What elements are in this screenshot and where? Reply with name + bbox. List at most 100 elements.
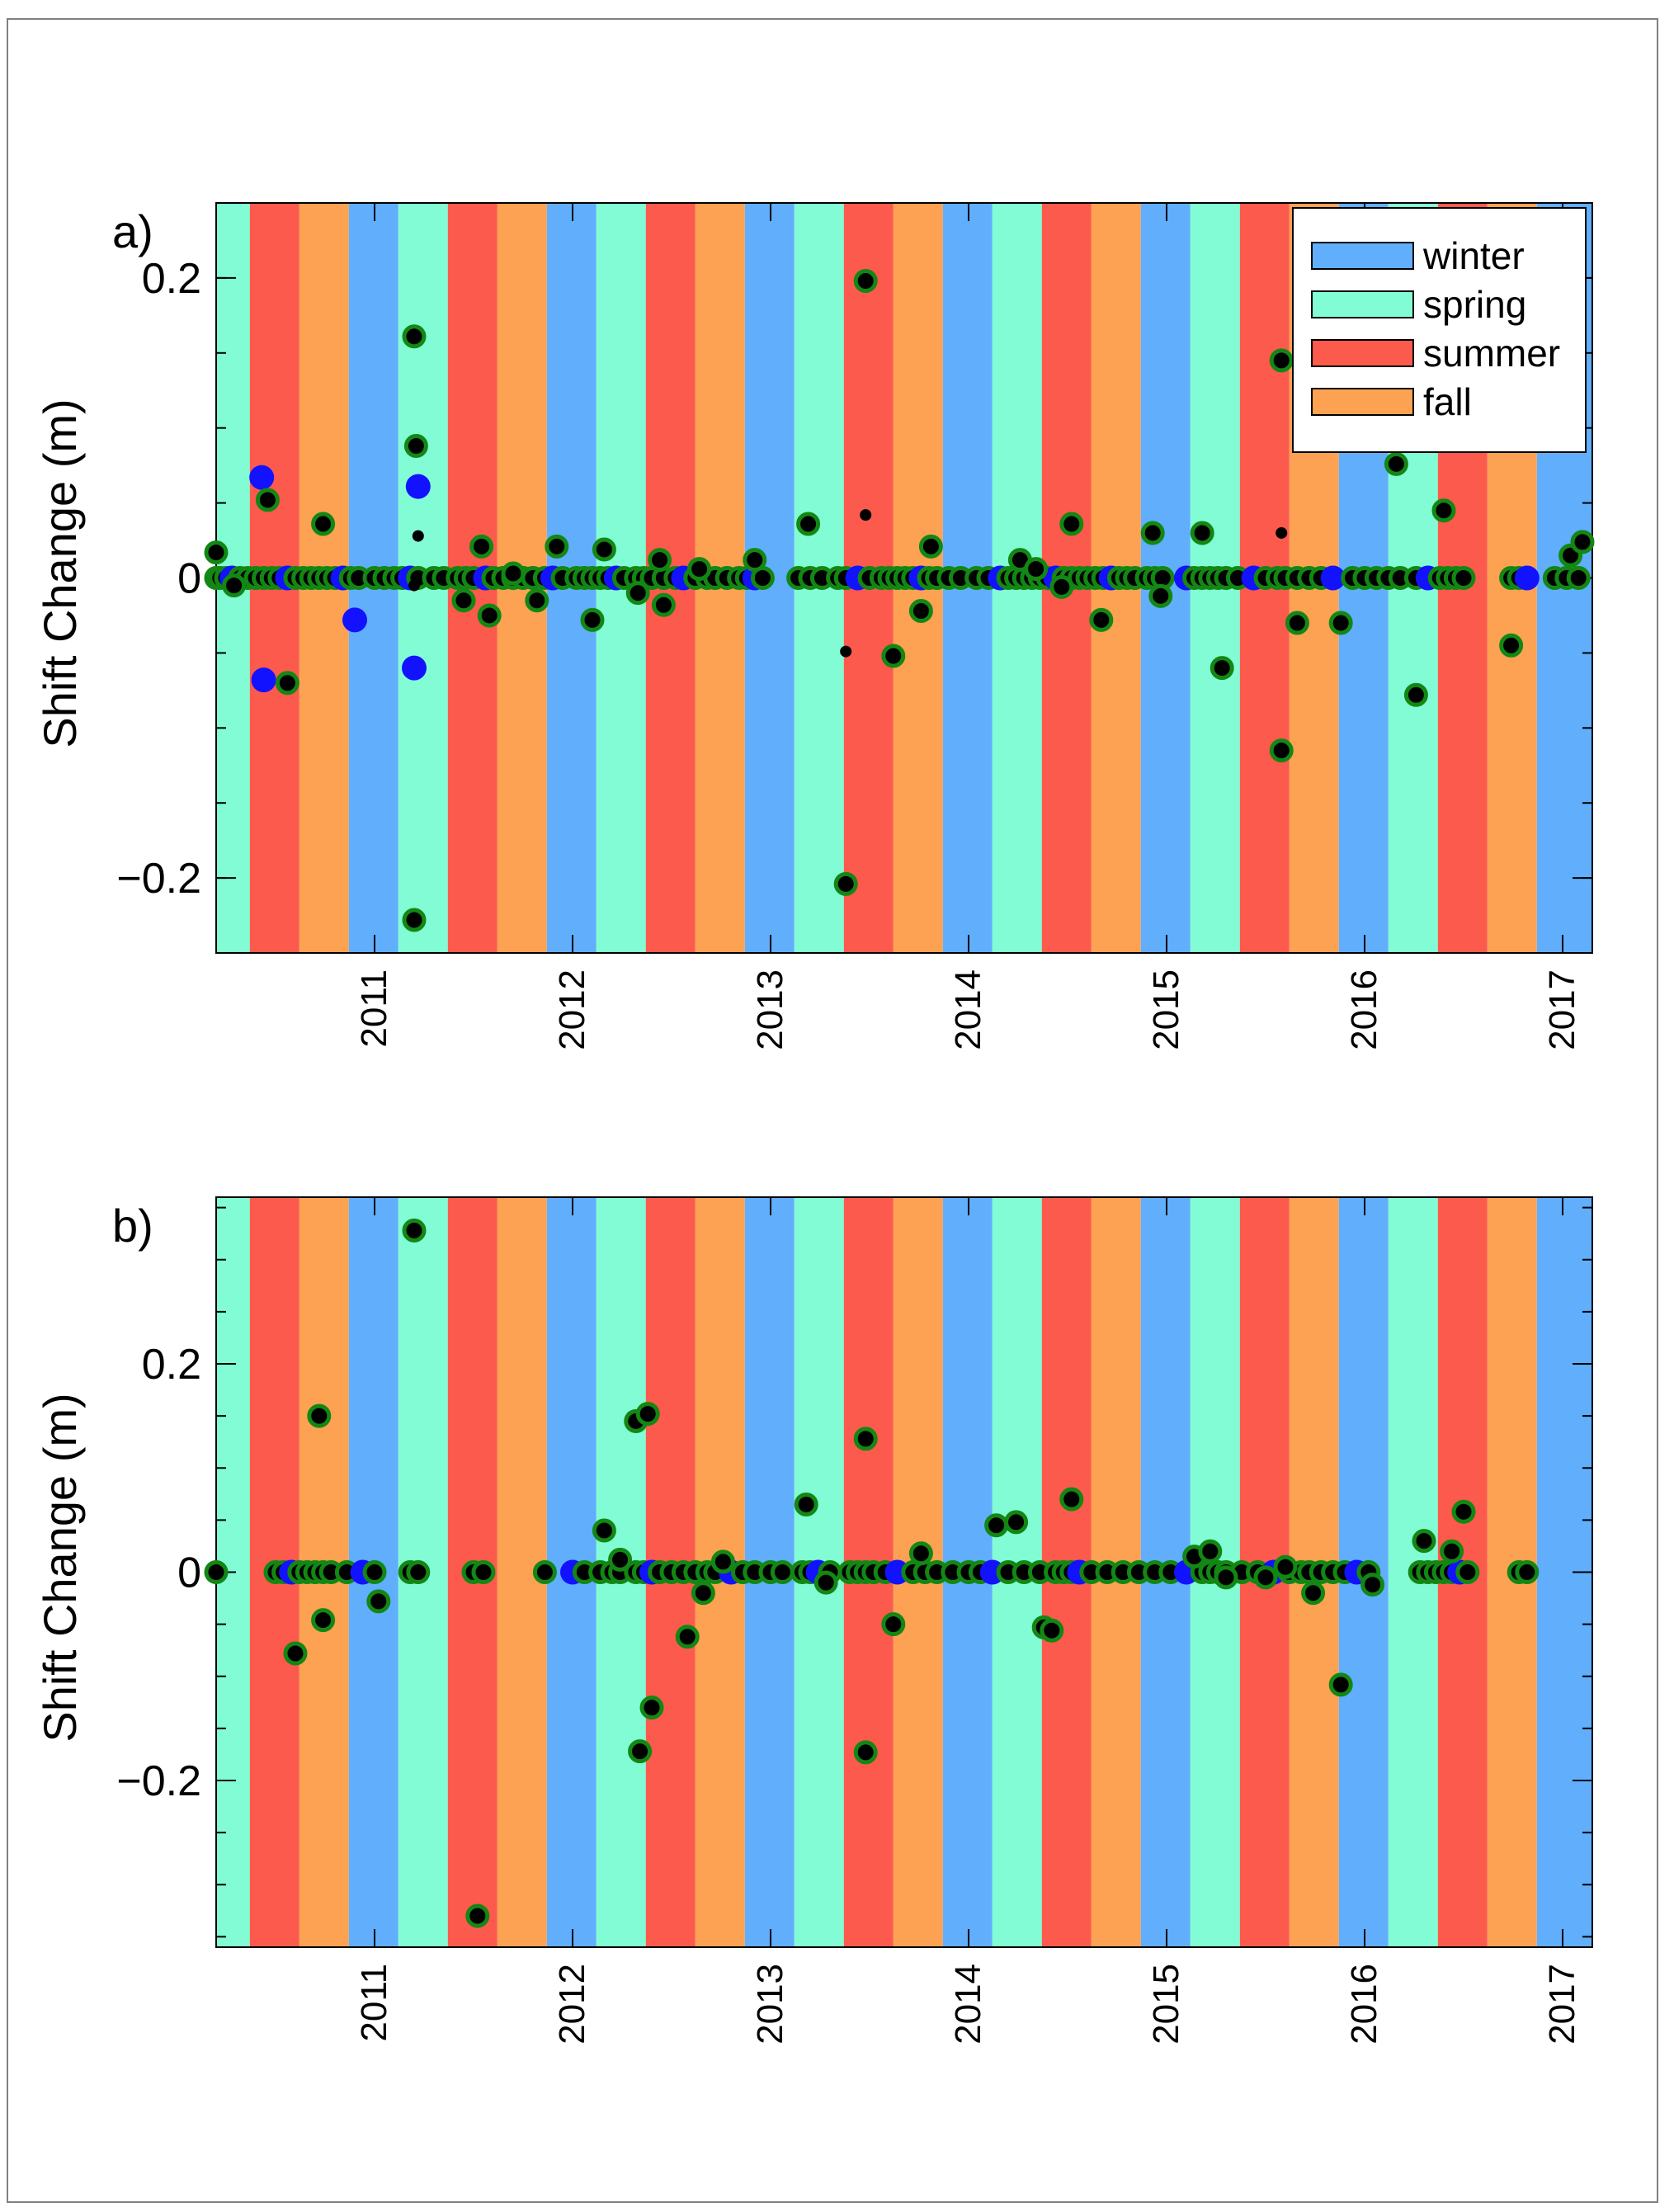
- data-point: [1004, 1510, 1029, 1535]
- data-point: [1451, 1499, 1476, 1524]
- data-point: [408, 579, 420, 592]
- legend-item-winter: winter: [1311, 234, 1525, 277]
- data-point: [881, 644, 906, 668]
- data-point-zero: [362, 1560, 387, 1584]
- x-tick-label: 2014: [948, 1964, 988, 2045]
- data-point: [1431, 498, 1456, 523]
- data-point: [1328, 611, 1353, 635]
- panel-label-b: b): [112, 1200, 153, 1252]
- data-point: [853, 1740, 878, 1765]
- data-point: [635, 1402, 660, 1427]
- x-tick-label: 2011: [354, 1964, 394, 2042]
- y-tick-label: −0.2: [116, 855, 201, 903]
- data-point: [1040, 1618, 1064, 1643]
- data-point-zero: [1566, 566, 1591, 590]
- data-point: [311, 1608, 336, 1633]
- legend-label-spring: spring: [1423, 283, 1526, 326]
- data-point: [204, 540, 229, 565]
- x-tick-label: 2016: [1344, 969, 1384, 1050]
- data-point: [608, 1547, 633, 1572]
- data-point: [405, 474, 431, 499]
- data-point: [402, 655, 427, 681]
- data-point: [1499, 633, 1524, 658]
- data-point: [1190, 521, 1214, 545]
- data-point: [402, 1218, 427, 1243]
- data-point-zero: [770, 1560, 795, 1584]
- y-tick-label: 0.2: [142, 1341, 201, 1389]
- data-point: [1273, 1554, 1298, 1579]
- data-point: [813, 1570, 838, 1595]
- data-point: [691, 1581, 715, 1606]
- data-point-zero: [1514, 565, 1540, 591]
- data-point: [469, 534, 494, 559]
- data-point: [592, 537, 616, 562]
- data-point: [1148, 583, 1173, 608]
- data-point: [628, 1739, 653, 1764]
- data-point-zero: [204, 1560, 229, 1584]
- data-point: [908, 1541, 933, 1566]
- data-point: [451, 588, 476, 613]
- x-tick-label: 2012: [552, 1964, 592, 2045]
- data-point: [918, 534, 943, 559]
- data-point: [412, 530, 424, 542]
- data-point-zero: [1320, 565, 1346, 591]
- data-point: [1570, 530, 1595, 554]
- panel-label-a: a): [112, 205, 153, 257]
- data-point: [1210, 656, 1234, 681]
- data-point: [651, 592, 676, 617]
- data-point: [908, 598, 933, 623]
- data-point: [1269, 738, 1294, 763]
- data-point: [1198, 1539, 1223, 1563]
- data-point: [402, 324, 427, 349]
- x-tick-label: 2015: [1146, 1964, 1186, 2045]
- data-point: [465, 1903, 490, 1928]
- data-point-zero: [471, 1560, 496, 1584]
- data-point: [342, 607, 367, 633]
- panel-b: b) Shift Change (m) −0.2 0 0.2 2011 2012 2013…: [34, 1196, 1593, 2045]
- y-tick-label: 0: [177, 555, 201, 603]
- data-point: [366, 1589, 391, 1614]
- data-point: [1276, 526, 1288, 539]
- data-point: [675, 1625, 700, 1649]
- data-point: [860, 509, 872, 521]
- data-point: [840, 645, 852, 658]
- y-tick-label: 0: [177, 1549, 201, 1597]
- data-point: [311, 512, 336, 536]
- data-point: [833, 871, 858, 896]
- data-point: [255, 488, 280, 512]
- data-point: [525, 588, 549, 613]
- data-point: [222, 573, 247, 598]
- figure-frame: [7, 18, 1658, 2203]
- data-point: [1024, 557, 1049, 582]
- data-point: [1301, 1581, 1326, 1606]
- data-point-zero: [1515, 1560, 1540, 1584]
- legend-swatch-winter: [1311, 242, 1414, 270]
- data-point-zero: [406, 1560, 431, 1584]
- data-point: [1403, 682, 1428, 707]
- data-point: [1440, 1539, 1464, 1563]
- x-tick-label: 2017: [1542, 969, 1582, 1050]
- data-point: [1089, 607, 1114, 632]
- data-point: [1360, 1573, 1385, 1597]
- x-tick-label: 2013: [750, 969, 790, 1050]
- data-point: [1328, 1672, 1353, 1697]
- legend-label-summer: summer: [1423, 332, 1560, 375]
- data-point: [1059, 1487, 1084, 1512]
- x-tick-label: 2011: [354, 969, 394, 1048]
- data-point: [625, 581, 650, 606]
- data-point: [648, 548, 672, 573]
- legend-item-spring: spring: [1311, 283, 1526, 326]
- legend-label-winter: winter: [1422, 234, 1525, 277]
- data-point: [477, 603, 502, 628]
- data-point: [1285, 611, 1309, 635]
- data-point: [283, 1641, 308, 1666]
- x-tick-label: 2017: [1542, 1964, 1582, 2045]
- data-point: [794, 1492, 818, 1516]
- data-point-zero: [532, 1560, 557, 1584]
- y-axis-label-a: Shift Change (m): [34, 399, 86, 748]
- legend-swatch-summer: [1311, 339, 1414, 367]
- data-point: [881, 1612, 906, 1637]
- x-tick-label: 2016: [1344, 1964, 1384, 2045]
- data-point: [853, 269, 878, 294]
